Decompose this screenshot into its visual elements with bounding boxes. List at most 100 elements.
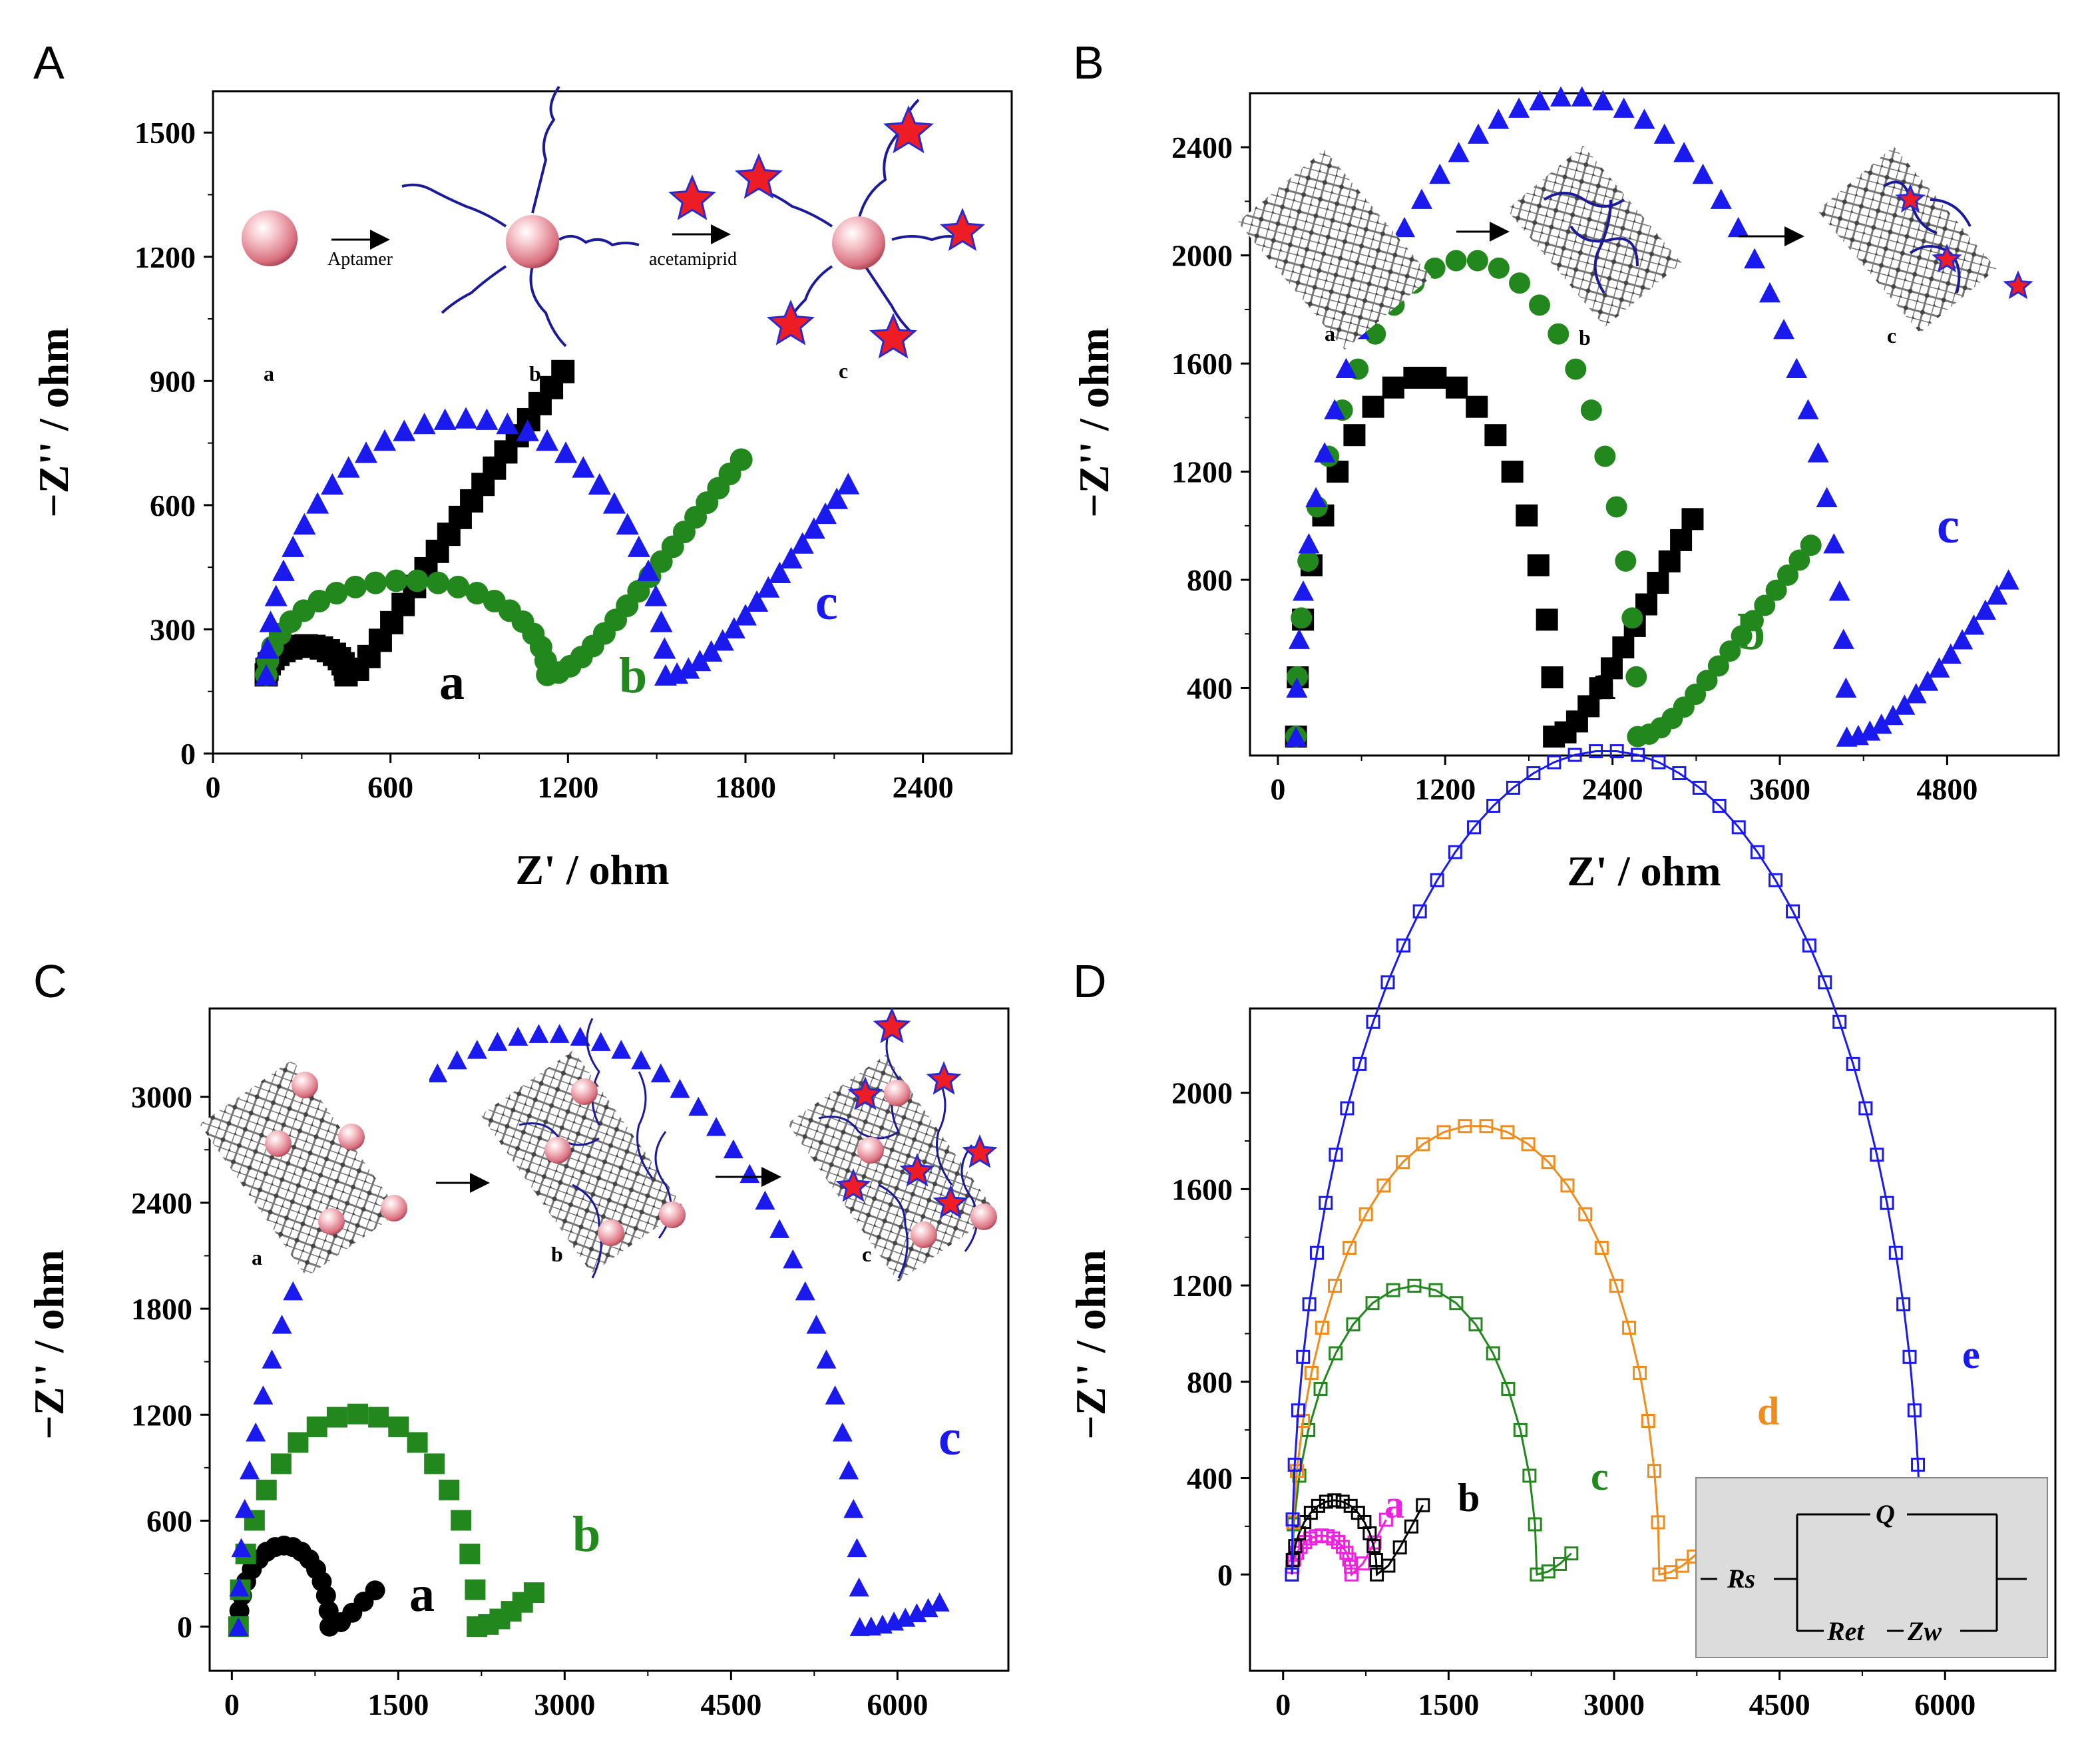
data-point xyxy=(1527,554,1550,576)
data-point xyxy=(1376,1178,1391,1193)
data-point xyxy=(1448,142,1470,162)
data-point xyxy=(1342,1552,1356,1567)
panel-b: B 0 1200 2400 3600 4800 400 800 1200 1600 2000 240… xyxy=(1070,37,2060,895)
x-axis-label-b: Z' / ohm xyxy=(1567,847,1721,895)
circuit-label-ret: Ret xyxy=(1826,1616,1865,1646)
data-point xyxy=(365,1580,385,1601)
data-point xyxy=(670,1078,690,1098)
data-point xyxy=(1550,86,1572,107)
data-point xyxy=(1777,564,1799,586)
data-point xyxy=(1742,610,1764,632)
data-point xyxy=(1513,1423,1528,1437)
data-point xyxy=(825,487,849,509)
series-label-b: b xyxy=(619,648,647,704)
panel-label-d: D xyxy=(1073,955,1107,1007)
data-point xyxy=(768,561,791,583)
data-point xyxy=(1952,629,1974,650)
star-icon xyxy=(2003,270,2033,300)
data-point xyxy=(1340,1101,1354,1116)
data-point xyxy=(1335,357,1357,379)
gold-nanoparticle-icon xyxy=(318,1208,345,1235)
y-tick-label: 1200 xyxy=(131,1398,192,1432)
x-tick-label: 1500 xyxy=(367,1687,429,1721)
data-point xyxy=(1501,461,1524,483)
data-point xyxy=(283,1281,304,1301)
circuit-label-rs: Rs xyxy=(1727,1564,1755,1594)
acetamiprid-stars xyxy=(835,1007,998,1219)
data-point xyxy=(1928,657,1950,678)
star-icon xyxy=(873,1007,911,1044)
data-point xyxy=(706,1116,727,1136)
axis-ticks-c: 0 1500 3000 4500 6000 0 600 1200 1800 2400 3000 xyxy=(131,1080,928,1721)
gold-nanoparticle-icon xyxy=(911,1221,937,1248)
inset-step-c: c xyxy=(862,1242,871,1266)
data-point xyxy=(459,1543,481,1564)
data-point xyxy=(644,584,668,606)
data-point xyxy=(779,547,803,568)
data-point xyxy=(364,571,387,594)
aptamer-target-icon xyxy=(751,99,960,334)
arrow-label-aptamer: Aptamer xyxy=(327,249,393,270)
data-point xyxy=(1589,744,1603,759)
data-point xyxy=(1343,424,1366,447)
data-point xyxy=(1448,845,1462,859)
data-point xyxy=(1802,938,1816,953)
data-point xyxy=(722,616,745,639)
x-tick-label: 3600 xyxy=(1749,772,1810,806)
data-point xyxy=(1613,97,1635,118)
data-point xyxy=(1331,1535,1346,1550)
data-point xyxy=(806,1315,827,1334)
data-point xyxy=(1567,748,1582,762)
data-point xyxy=(1731,820,1746,835)
data-point xyxy=(1468,1317,1483,1332)
data-point xyxy=(769,1219,790,1238)
gold-nanoparticle-icon xyxy=(598,1219,624,1246)
data-point xyxy=(1882,704,1904,726)
data-point xyxy=(1997,569,2019,590)
arrow-label-acetamiprid: acetamiprid xyxy=(649,249,737,270)
data-point xyxy=(1759,282,1780,303)
data-point xyxy=(1880,1196,1894,1210)
data-point xyxy=(637,559,660,581)
data-point xyxy=(1773,318,1795,339)
data-point xyxy=(1297,550,1319,572)
data-point xyxy=(745,590,769,612)
y-tick-label: 0 xyxy=(177,1610,192,1644)
x-tick-label: 600 xyxy=(367,770,413,804)
data-point xyxy=(847,1538,867,1558)
data-point xyxy=(1974,599,1996,620)
graphene-sheet-icon xyxy=(1506,145,1682,328)
data-point xyxy=(570,1026,590,1046)
data-point xyxy=(1641,1414,1655,1429)
x-tick-label: 1200 xyxy=(537,770,598,804)
data-point xyxy=(1658,550,1681,572)
data-point xyxy=(1647,1464,1662,1478)
data-point xyxy=(1416,1498,1430,1512)
data-point xyxy=(1500,1125,1515,1140)
data-point xyxy=(1378,1512,1393,1527)
data-point xyxy=(368,1407,389,1428)
data-point xyxy=(1286,677,1308,698)
y-tick-label: 400 xyxy=(1187,671,1233,705)
data-point xyxy=(405,569,429,592)
data-point xyxy=(929,1592,950,1612)
data-point xyxy=(1548,323,1569,345)
data-point xyxy=(616,513,639,535)
inset-step-c: c xyxy=(839,359,848,383)
data-point xyxy=(688,650,712,672)
series-label-c: c xyxy=(1937,498,1960,554)
data-point xyxy=(256,637,279,659)
data-point xyxy=(1509,272,1531,294)
data-point xyxy=(1580,399,1602,421)
data-point xyxy=(1412,904,1427,919)
data-point xyxy=(427,1063,448,1082)
data-point xyxy=(1424,366,1447,389)
data-point xyxy=(1858,1101,1873,1116)
data-point xyxy=(1707,655,1729,677)
series-a xyxy=(1285,366,1704,748)
equivalent-circuit-inset: Rs Q Ret Zw xyxy=(1695,1477,2048,1658)
data-point xyxy=(843,1498,864,1518)
data-point xyxy=(1429,163,1451,184)
data-point xyxy=(1564,1546,1579,1561)
